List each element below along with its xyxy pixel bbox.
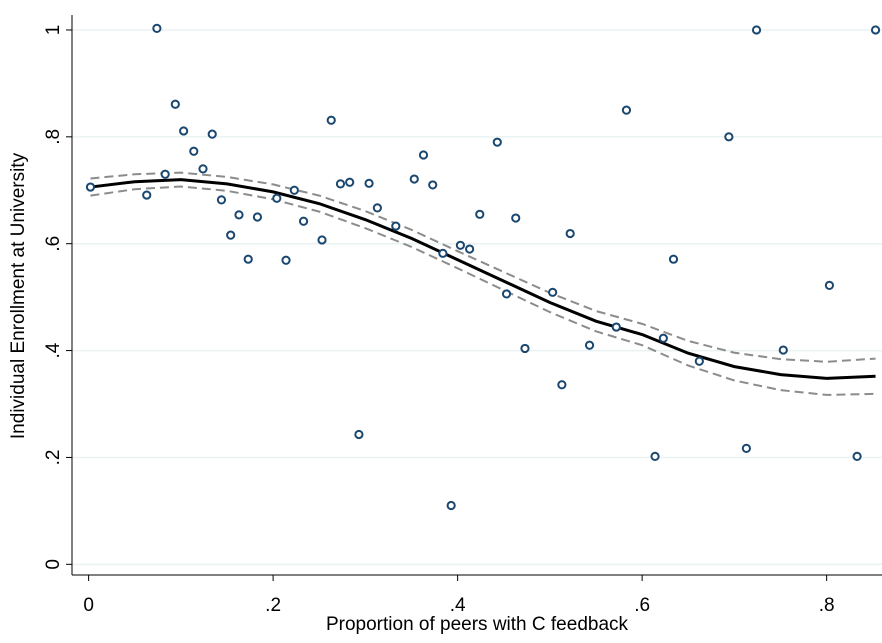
- point: [455, 240, 465, 250]
- point: [520, 343, 530, 354]
- point: [160, 169, 170, 179]
- point: [511, 213, 521, 223]
- point: [475, 209, 485, 219]
- fit-line: [90, 178, 876, 380]
- y-tick-label: 0: [43, 559, 64, 570]
- point: [281, 255, 291, 265]
- point: [364, 178, 374, 188]
- point: [557, 380, 567, 390]
- point: [724, 132, 734, 142]
- point: [354, 429, 364, 440]
- point: [326, 115, 336, 125]
- x-tick-label: 0: [83, 595, 94, 616]
- y-axis-title: Individual Enrollment at University: [8, 152, 29, 439]
- point: [741, 443, 751, 453]
- point: [142, 190, 152, 200]
- point: [611, 322, 621, 332]
- point: [234, 210, 244, 220]
- point: [778, 345, 788, 355]
- point: [694, 356, 704, 366]
- point: [870, 25, 881, 35]
- x-tick-label: .2: [265, 595, 281, 616]
- x-tick-label: .6: [634, 595, 650, 616]
- point: [446, 500, 456, 511]
- point: [824, 280, 835, 290]
- point: [252, 212, 263, 222]
- point: [391, 221, 401, 231]
- point: [548, 287, 558, 297]
- point: [198, 164, 208, 174]
- point: [492, 137, 502, 147]
- point: [345, 177, 355, 187]
- y-tick-label: .2: [43, 450, 64, 466]
- point: [438, 248, 448, 258]
- point: [668, 254, 679, 264]
- point: [565, 228, 575, 239]
- x-tick-label: .8: [819, 595, 835, 616]
- x-tick-label: .4: [450, 595, 466, 616]
- point: [501, 289, 512, 299]
- point: [317, 235, 327, 245]
- point: [335, 179, 346, 189]
- y-tick-label: .6: [43, 236, 64, 252]
- point: [189, 146, 199, 156]
- point: [852, 451, 862, 461]
- point: [243, 254, 253, 264]
- y-tick-label: .8: [43, 129, 64, 145]
- point: [152, 23, 162, 33]
- point: [650, 451, 660, 461]
- point: [584, 340, 595, 350]
- x-axis-title: Proportion of peers with C feedback: [326, 614, 629, 635]
- ci-line: [90, 171, 876, 363]
- point: [409, 174, 419, 184]
- ci-line: [90, 185, 876, 396]
- point: [179, 126, 189, 136]
- point: [170, 99, 180, 109]
- y-tick-label: 1: [43, 25, 64, 36]
- point: [289, 185, 299, 195]
- point: [751, 25, 762, 35]
- point: [418, 150, 429, 160]
- point: [207, 129, 217, 139]
- point: [428, 180, 438, 190]
- point: [85, 182, 96, 192]
- point: [621, 105, 632, 115]
- point: [658, 333, 668, 343]
- point: [372, 203, 382, 213]
- point: [298, 216, 309, 226]
- y-tick-label: .4: [43, 342, 64, 358]
- point: [226, 230, 236, 240]
- point: [216, 195, 227, 205]
- point: [272, 193, 282, 203]
- point: [465, 244, 475, 254]
